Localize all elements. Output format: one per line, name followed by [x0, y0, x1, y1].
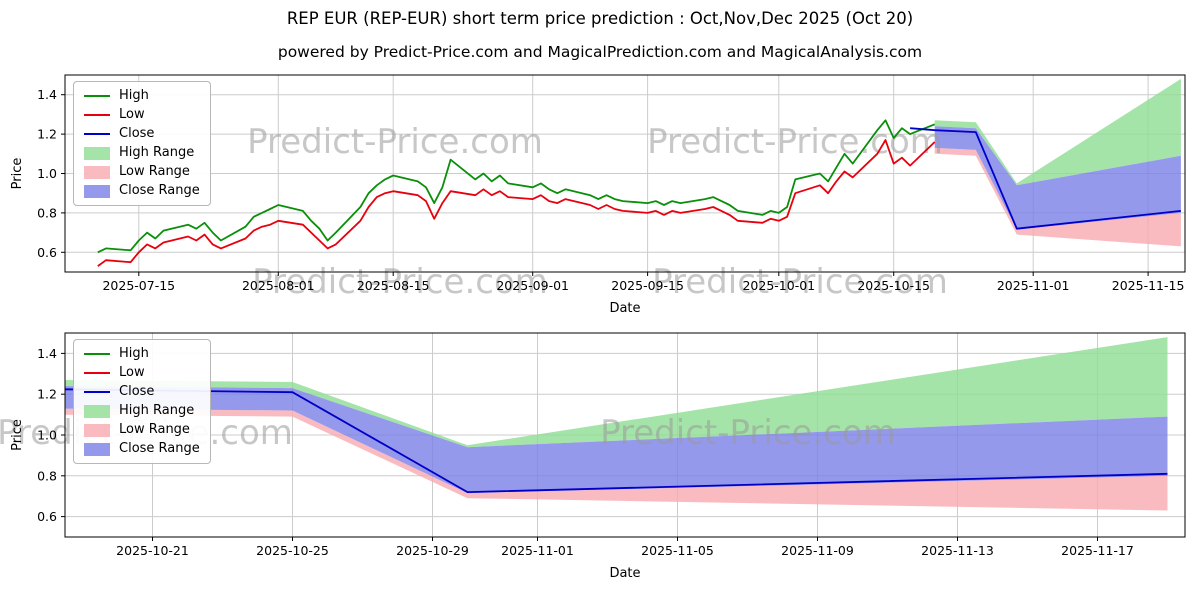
bottom-chart-ylabel: Price	[10, 419, 25, 451]
watermark-text: Predict-Price.com	[247, 122, 543, 162]
watermark-text: Predict-Price.com	[652, 262, 948, 302]
x-tick-label: 2025-09-01	[496, 278, 569, 293]
x-tick-label: 2025-11-05	[641, 543, 714, 558]
legend-swatch-low	[84, 371, 110, 375]
top-chart-legend: High Low Close High Range Low Range Close Ran…	[73, 81, 211, 206]
y-tick-label: 1.0	[37, 166, 57, 181]
x-tick-label: 2025-10-29	[396, 543, 469, 558]
legend-swatch-high-range	[84, 404, 110, 418]
legend-swatch-low	[84, 113, 110, 117]
x-tick-label: 2025-10-15	[857, 278, 930, 293]
legend-label: High Range	[119, 403, 195, 418]
watermark-text: Predict-Price.com	[600, 413, 896, 453]
x-tick-label: 2025-09-15	[611, 278, 684, 293]
legend-item-close: Close	[84, 127, 200, 141]
legend-label: Close Range	[119, 183, 200, 198]
high-range-band	[934, 78, 1181, 186]
legend-item-low: Low	[84, 366, 200, 380]
legend-swatch-close-range	[84, 184, 110, 198]
legend-swatch-low-range	[84, 423, 110, 437]
x-tick-label: 2025-08-01	[242, 278, 315, 293]
low-range-band	[65, 408, 1168, 511]
chart-title: REP EUR (REP-EUR) short term price predi…	[286, 9, 914, 28]
bottom-chart-ticks: 2025-10-21 2025-10-25 2025-10-29 2025-11-01…	[37, 346, 1134, 558]
legend-item-close-range: Close Range	[84, 442, 200, 456]
legend-swatch-low-range	[84, 165, 110, 179]
x-tick-label: 2025-08-15	[357, 278, 430, 293]
legend-item-close: Close	[84, 385, 200, 399]
legend-label: Low	[119, 365, 145, 380]
legend-item-high-range: High Range	[84, 146, 200, 160]
x-tick-label: 2025-11-01	[997, 278, 1070, 293]
x-tick-label: 2025-10-21	[116, 543, 189, 558]
bottom-chart-xlabel: Date	[609, 566, 640, 581]
x-tick-label: 2025-07-15	[102, 278, 175, 293]
y-tick-label: 1.4	[37, 346, 57, 361]
top-chart-ticks: 2025-07-15 2025-08-01 2025-08-15 2025-09-01…	[37, 87, 1184, 293]
legend-label: Close Range	[119, 441, 200, 456]
close-range-band	[934, 126, 1181, 230]
y-tick-label: 0.6	[37, 245, 57, 260]
legend-item-low: Low	[84, 108, 200, 122]
top-chart-forecast-bands	[934, 78, 1181, 247]
legend-item-high: High	[84, 89, 200, 103]
x-tick-label: 2025-10-01	[742, 278, 815, 293]
legend-label: High	[119, 88, 149, 103]
legend-swatch-close	[84, 390, 110, 394]
chart-subtitle: powered by Predict-Price.com and Magical…	[277, 43, 923, 61]
legend-swatch-high	[84, 352, 110, 356]
y-tick-label: 0.8	[37, 205, 57, 220]
legend-item-high: High	[84, 347, 200, 361]
high-line	[97, 119, 936, 254]
x-tick-label: 2025-11-13	[921, 543, 994, 558]
bottom-chart-legend: High Low Close High Range Low Range Close Ran…	[73, 339, 211, 464]
watermark-text: Predict-Price.com	[647, 122, 943, 162]
x-tick-label: 2025-10-25	[256, 543, 329, 558]
close-line	[910, 127, 1181, 230]
low-range-band	[934, 147, 1181, 247]
y-tick-label: 1.2	[37, 387, 57, 402]
top-chart-series-lines	[97, 119, 1181, 267]
top-chart-xlabel: Date	[609, 301, 640, 316]
legend-item-high-range: High Range	[84, 404, 200, 418]
legend-swatch-high	[84, 94, 110, 98]
legend-item-low-range: Low Range	[84, 423, 200, 437]
y-tick-label: 1.0	[37, 428, 57, 443]
y-tick-label: 1.2	[37, 127, 57, 142]
legend-swatch-high-range	[84, 146, 110, 160]
legend-label: Low	[119, 107, 145, 122]
legend-label: High	[119, 346, 149, 361]
legend-label: Close	[119, 384, 155, 399]
legend-swatch-close-range	[84, 442, 110, 456]
watermarks: Predict-Price.com Predict-Price.com Predic…	[0, 122, 948, 453]
x-tick-label: 2025-11-17	[1061, 543, 1134, 558]
legend-swatch-close	[84, 132, 110, 136]
low-line	[97, 139, 936, 267]
x-tick-label: 2025-11-09	[781, 543, 854, 558]
watermark-text: Predict-Price.com	[252, 262, 548, 302]
legend-label: Low Range	[119, 164, 190, 179]
y-tick-label: 1.4	[37, 87, 57, 102]
high-range-band	[65, 337, 1168, 448]
legend-item-low-range: Low Range	[84, 165, 200, 179]
x-tick-label: 2025-11-15	[1112, 278, 1185, 293]
legend-label: Close	[119, 126, 155, 141]
y-tick-label: 0.6	[37, 509, 57, 524]
x-tick-label: 2025-11-01	[501, 543, 574, 558]
y-tick-label: 0.8	[37, 468, 57, 483]
top-chart-ylabel: Price	[10, 158, 25, 190]
bottom-chart-forecast-bands	[65, 337, 1168, 511]
legend-item-close-range: Close Range	[84, 184, 200, 198]
legend-label: Low Range	[119, 422, 190, 437]
legend-label: High Range	[119, 145, 195, 160]
close-range-band	[65, 386, 1168, 494]
